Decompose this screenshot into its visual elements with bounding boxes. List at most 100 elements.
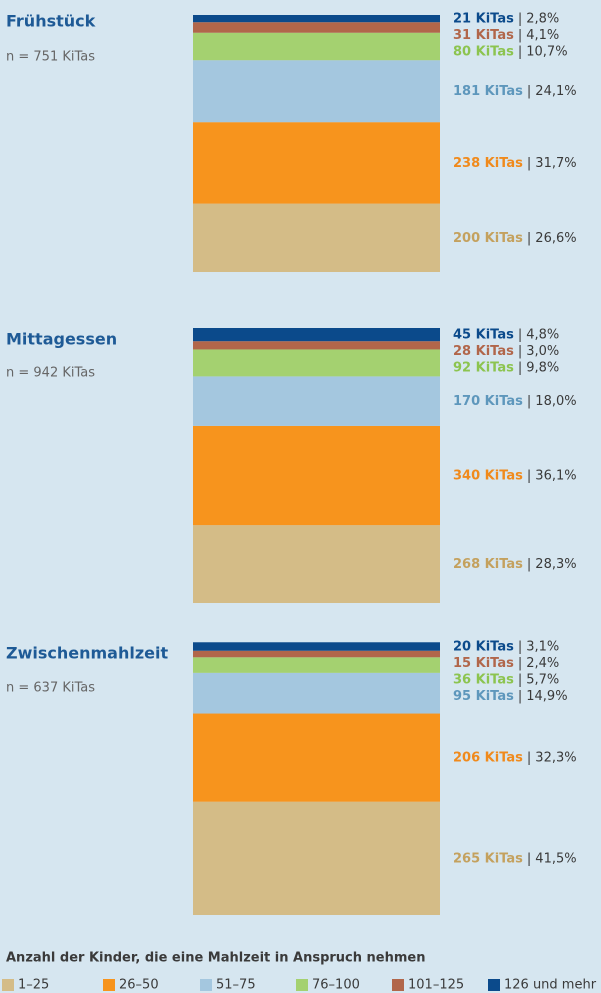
value-label: 15 KiTas — [453, 656, 514, 671]
data-label: 31 KiTas | 4,1% — [453, 28, 559, 43]
percent-label: 31,7% — [535, 155, 576, 170]
bar-segment — [193, 376, 440, 426]
label-separator: | — [527, 230, 531, 245]
legend-label: 1–25 — [18, 978, 49, 993]
label-separator: | — [527, 394, 531, 409]
chart-subtitle: n = 942 KiTas — [6, 366, 95, 381]
value-label: 92 KiTas — [453, 360, 514, 375]
value-label: 20 KiTas — [453, 639, 514, 654]
chart-subtitle: n = 637 KiTas — [6, 681, 95, 696]
data-label: 340 KiTas | 36,1% — [453, 468, 577, 483]
label-separator: | — [527, 557, 531, 572]
label-separator: | — [518, 11, 522, 26]
legend-label: 101–125 — [408, 978, 464, 993]
data-label: 181 KiTas | 24,1% — [453, 84, 577, 99]
value-label: 28 KiTas — [453, 344, 514, 359]
percent-label: 9,8% — [526, 360, 559, 375]
data-label: 95 KiTas | 14,9% — [453, 689, 568, 704]
value-label: 268 KiTas — [453, 557, 523, 572]
percent-label: 3,0% — [526, 344, 559, 359]
label-separator: | — [518, 327, 522, 342]
legend-label: 126 und mehr — [504, 978, 597, 993]
value-label: 265 KiTas — [453, 851, 523, 866]
bar-segment — [193, 650, 440, 658]
percent-label: 24,1% — [535, 84, 576, 99]
label-separator: | — [518, 44, 522, 59]
label-separator: | — [527, 750, 531, 765]
data-label: 170 KiTas | 18,0% — [453, 394, 577, 409]
legend-swatch — [296, 979, 308, 991]
percent-label: 5,7% — [526, 672, 559, 687]
data-label: 265 KiTas | 41,5% — [453, 851, 577, 866]
label-separator: | — [527, 468, 531, 483]
legend-label: 26–50 — [119, 978, 159, 993]
label-separator: | — [518, 689, 522, 704]
legend-label: 76–100 — [312, 978, 360, 993]
bar-segment — [193, 15, 440, 23]
bar-segment — [193, 801, 440, 915]
data-label: 20 KiTas | 3,1% — [453, 639, 559, 654]
data-label: 206 KiTas | 32,3% — [453, 750, 577, 765]
value-label: 95 KiTas — [453, 689, 514, 704]
label-separator: | — [518, 28, 522, 43]
label-separator: | — [527, 84, 531, 99]
data-label: 28 KiTas | 3,0% — [453, 344, 559, 359]
value-label: 80 KiTas — [453, 44, 514, 59]
legend-swatch — [2, 979, 14, 991]
bar-segment — [193, 32, 440, 61]
value-label: 31 KiTas — [453, 28, 514, 43]
label-separator: | — [518, 656, 522, 671]
percent-label: 2,4% — [526, 656, 559, 671]
data-label: 80 KiTas | 10,7% — [453, 44, 568, 59]
data-label: 15 KiTas | 2,4% — [453, 656, 559, 671]
percent-label: 10,7% — [526, 44, 567, 59]
bar-segment — [193, 341, 440, 350]
percent-label: 28,3% — [535, 557, 576, 572]
legend-swatch — [103, 979, 115, 991]
legend-swatch — [488, 979, 500, 991]
percent-label: 26,6% — [535, 230, 576, 245]
data-label: 21 KiTas | 2,8% — [453, 11, 559, 26]
bar-segment — [193, 328, 440, 342]
bar-segment — [193, 60, 440, 123]
chart-title: Mittagessen — [6, 330, 117, 349]
data-label: 92 KiTas | 9,8% — [453, 360, 559, 375]
percent-label: 3,1% — [526, 639, 559, 654]
label-separator: | — [518, 672, 522, 687]
value-label: 181 KiTas — [453, 84, 523, 99]
bar-segment — [193, 22, 440, 33]
bar-segment — [193, 203, 440, 272]
legend-title: Anzahl der Kinder, die eine Mahlzeit in … — [6, 951, 426, 966]
bar-segment — [193, 525, 440, 603]
bar-segment — [193, 672, 440, 714]
percent-label: 4,8% — [526, 327, 559, 342]
label-separator: | — [527, 851, 531, 866]
value-label: 200 KiTas — [453, 230, 523, 245]
percent-label: 32,3% — [535, 750, 576, 765]
value-label: 170 KiTas — [453, 394, 523, 409]
bar-segment — [193, 349, 440, 377]
data-label: 238 KiTas | 31,7% — [453, 155, 577, 170]
data-label: 36 KiTas | 5,7% — [453, 672, 559, 687]
value-label: 238 KiTas — [453, 155, 523, 170]
value-label: 206 KiTas — [453, 750, 523, 765]
data-label: 268 KiTas | 28,3% — [453, 557, 577, 572]
percent-label: 14,9% — [526, 689, 567, 704]
label-separator: | — [518, 360, 522, 375]
bar-segment — [193, 657, 440, 673]
label-separator: | — [518, 344, 522, 359]
legend-label: 51–75 — [216, 978, 256, 993]
value-label: 45 KiTas — [453, 327, 514, 342]
legend-swatch — [200, 979, 212, 991]
legend-swatch — [392, 979, 404, 991]
chart-title: Zwischenmahlzeit — [6, 644, 169, 663]
percent-label: 4,1% — [526, 28, 559, 43]
bar-segment — [193, 642, 440, 651]
data-label: 45 KiTas | 4,8% — [453, 327, 559, 342]
data-label: 200 KiTas | 26,6% — [453, 230, 577, 245]
value-label: 21 KiTas — [453, 11, 514, 26]
bar-segment — [193, 122, 440, 204]
bar-segment — [193, 425, 440, 526]
chart-title: Frühstück — [6, 12, 96, 31]
